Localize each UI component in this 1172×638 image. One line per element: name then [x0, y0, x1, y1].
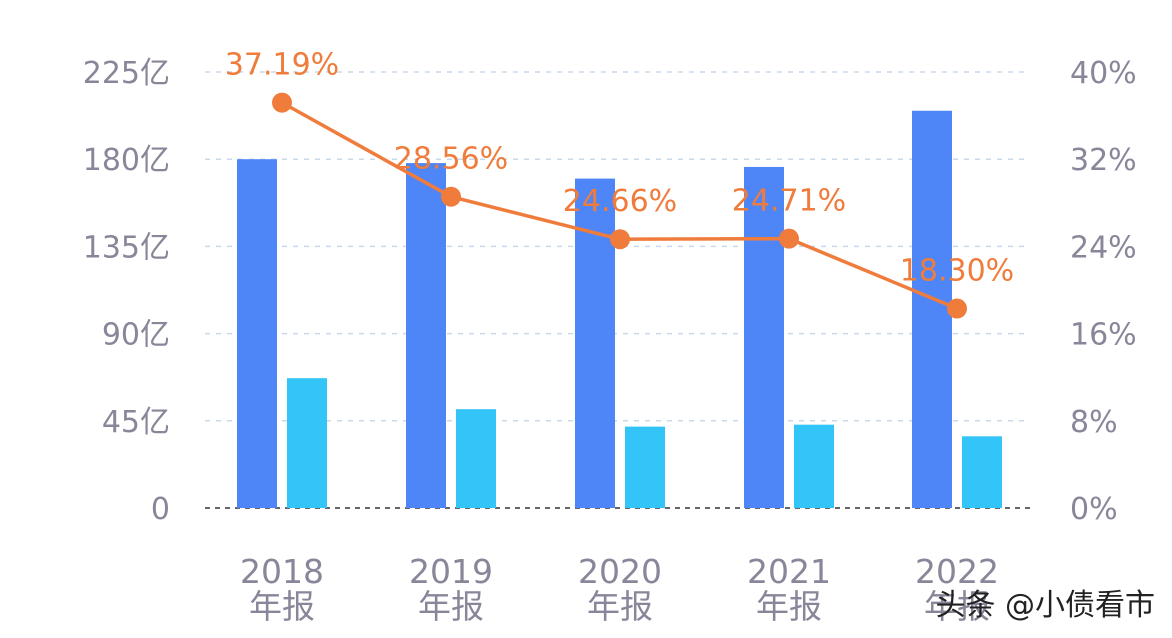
rate-point [779, 228, 799, 249]
rate-label: 24.66% [563, 184, 677, 219]
category-year-label: 2022 [915, 552, 999, 591]
rate-point [272, 92, 292, 113]
rate-label: 37.19% [225, 48, 339, 83]
bars [237, 110, 1002, 509]
rate-point [610, 229, 630, 250]
right-tick-label: 8% [1070, 405, 1118, 440]
bar-series-2 [794, 424, 834, 508]
gridlines [205, 71, 1030, 509]
left-tick-label: 45亿 [102, 405, 170, 440]
rate-label: 18.30% [900, 254, 1014, 289]
right-tick-label: 32% [1070, 143, 1137, 178]
rate-point [947, 298, 967, 319]
left-axis-ticks: 0 45亿 90亿 135亿 180亿 225亿 [83, 56, 170, 527]
watermark: 头条 @小债看市 [935, 588, 1155, 623]
category-year-label: 2019 [409, 552, 493, 591]
left-tick-label: 135亿 [83, 230, 170, 265]
left-tick-label: 0 [151, 492, 170, 527]
right-axis-ticks: 0% 8% 16% 24% 32% 40% [1070, 56, 1137, 527]
rate-point [441, 186, 461, 207]
bar-series-2 [625, 426, 665, 508]
bar-series-2 [287, 378, 327, 508]
bar-series-1 [237, 159, 277, 508]
category-year-label: 2021 [747, 552, 831, 591]
category-type-label: 年报 [924, 587, 990, 626]
rate-labels: 37.19% 28.56% 24.66% 24.71% 18.30% [225, 48, 1014, 289]
bar-series-1 [406, 163, 446, 508]
left-tick-label: 225亿 [83, 56, 170, 91]
rate-line [272, 92, 967, 319]
category-type-label: 年报 [249, 587, 315, 626]
rate-label: 28.56% [394, 142, 508, 177]
category-type-label: 年报 [418, 587, 484, 626]
category-type-label: 年报 [756, 587, 822, 626]
category-type-label: 年报 [587, 587, 653, 626]
category-year-label: 2018 [240, 552, 324, 591]
bar-series-1 [912, 110, 952, 508]
bar-series-1 [744, 166, 784, 508]
bar-series-2 [962, 436, 1002, 508]
category-year-label: 2020 [578, 552, 662, 591]
right-tick-label: 0% [1070, 492, 1118, 527]
left-tick-label: 180亿 [83, 143, 170, 178]
left-tick-label: 90亿 [102, 318, 170, 353]
right-tick-label: 16% [1070, 318, 1137, 353]
right-tick-label: 24% [1070, 230, 1137, 265]
right-tick-label: 40% [1070, 56, 1137, 91]
bar-series-2 [456, 409, 496, 508]
rate-label: 24.71% [732, 184, 846, 219]
